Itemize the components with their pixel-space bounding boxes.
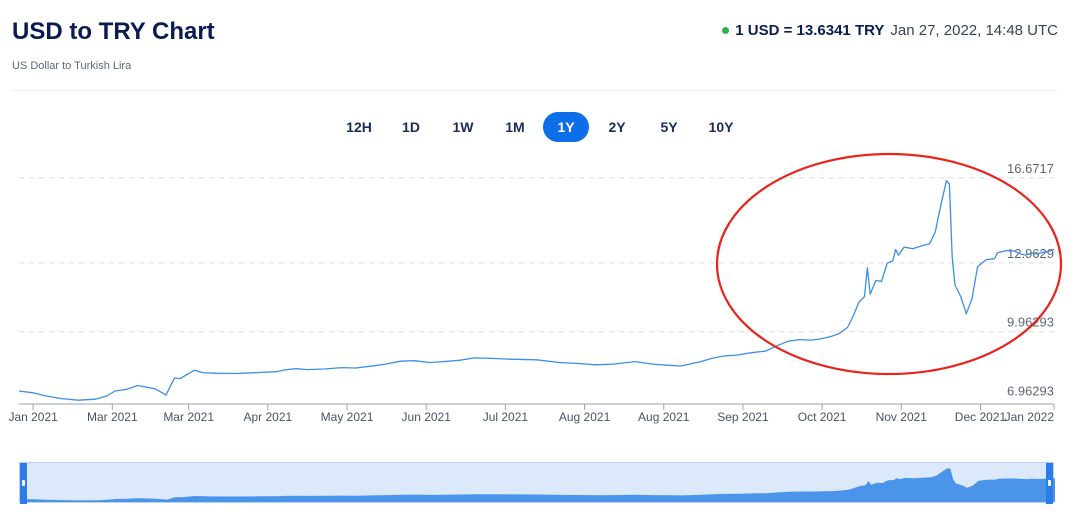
x-tick-label: Aug 2021 xyxy=(559,410,611,424)
period-selector: 12H 1D 1W 1M 1Y 2Y 5Y 10Y xyxy=(0,112,1080,142)
period-button-2y[interactable]: 2Y xyxy=(608,119,626,135)
period-button-12h[interactable]: 12H xyxy=(346,119,372,135)
live-rate: 1 USD = 13.6341 TRY Jan 27, 2022, 14:48 … xyxy=(722,22,1058,39)
header-divider xyxy=(12,90,1058,91)
page-subtitle: US Dollar to Turkish Lira xyxy=(12,60,132,72)
navigator-preview xyxy=(20,468,1055,502)
x-tick-label: Aug 2021 xyxy=(638,410,690,424)
rate-value: 1 USD = 13.6341 TRY xyxy=(735,22,885,39)
x-tick-label: Oct 2021 xyxy=(798,410,847,424)
rate-timestamp: Jan 27, 2022, 14:48 UTC xyxy=(890,22,1058,39)
navigator-left-handle[interactable] xyxy=(20,463,27,504)
x-tick-label: Apr 2021 xyxy=(244,410,293,424)
period-button-1m[interactable]: 1M xyxy=(505,119,525,135)
x-tick-label: Dec 2021 xyxy=(955,410,1007,424)
x-tick-label: Sep 2021 xyxy=(717,410,769,424)
series-line xyxy=(18,179,1055,401)
navigator-right-handle[interactable] xyxy=(1046,463,1053,504)
chart-navigator[interactable] xyxy=(19,462,1055,504)
period-button-1w[interactable]: 1W xyxy=(452,119,474,135)
x-tick-label: Jul 2021 xyxy=(483,410,529,424)
annotation-ellipse xyxy=(715,152,1063,376)
navigator-area xyxy=(20,468,1055,502)
x-tick-label: Jun 2021 xyxy=(402,410,452,424)
x-tick-label: Jan 2022 xyxy=(1005,410,1055,424)
x-tick-label: Jan 2021 xyxy=(8,410,58,424)
x-tick-label: May 2021 xyxy=(321,410,374,424)
x-tick-label: Mar 2021 xyxy=(87,410,138,424)
period-button-10y[interactable]: 10Y xyxy=(708,119,734,135)
live-status-dot-icon xyxy=(722,27,730,34)
period-button-5y[interactable]: 5Y xyxy=(660,119,678,135)
period-button-1d[interactable]: 1D xyxy=(402,119,420,135)
period-button-1y[interactable]: 1Y xyxy=(543,112,589,142)
x-tick-label: Nov 2021 xyxy=(876,410,928,424)
y-tick-label: 16.6717 xyxy=(1007,161,1054,176)
y-tick-label: 6.96293 xyxy=(1007,384,1054,399)
page-title: USD to TRY Chart xyxy=(12,18,215,45)
y-tick-label: 9.96293 xyxy=(1007,315,1054,330)
x-tick-label: Mar 2021 xyxy=(163,410,214,424)
